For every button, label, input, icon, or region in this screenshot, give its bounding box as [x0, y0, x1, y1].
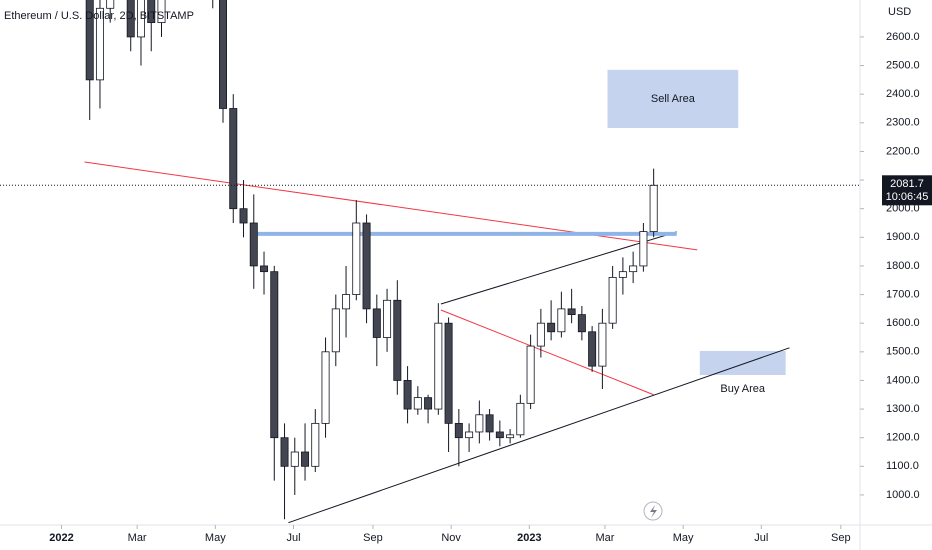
x-tick-label: Nov [441, 532, 461, 544]
candle-body [260, 265, 269, 273]
zone-label: Buy Area [720, 383, 766, 395]
candle-body [301, 451, 310, 467]
y-tick-label: 1900.0 [886, 231, 920, 243]
candle-body [85, 0, 94, 81]
candle-body [495, 431, 504, 439]
y-tick-label: 1200.0 [886, 432, 920, 444]
candle-body [106, 0, 115, 9]
candle-body [639, 231, 648, 267]
candle-body [475, 414, 484, 433]
x-tick-label: 2023 [517, 532, 541, 544]
chart-title: Ethereum / U.S. Dollar, 2D, BITSTAMP [4, 10, 194, 22]
x-tick-label: Jul [754, 532, 768, 544]
x-tick-label: May [673, 532, 694, 544]
candle-body [219, 0, 227, 109]
x-tick-label: Mar [595, 532, 614, 544]
zone [607, 69, 739, 128]
candle-body [280, 437, 289, 467]
y-tick-label: 1000.0 [886, 489, 920, 501]
candle-body [588, 331, 597, 367]
y-tick-label: 2300.0 [886, 117, 920, 129]
candle-body [536, 322, 545, 347]
zone [699, 350, 786, 375]
candle-body [516, 402, 525, 436]
candle-body [618, 271, 627, 278]
candle-body [393, 299, 402, 381]
y-tick-label: 1800.0 [886, 260, 920, 272]
candle-body [321, 351, 330, 424]
y-axis-label: USD [888, 6, 911, 18]
x-tick-label: May [205, 532, 226, 544]
candle-body [557, 308, 566, 333]
candle-body [608, 276, 617, 324]
trend-line [440, 309, 654, 396]
y-tick-label: 1100.0 [886, 460, 919, 472]
y-tick-label: 2000.0 [886, 203, 920, 215]
candle-body [126, 0, 135, 38]
y-tick-label: 1300.0 [886, 403, 920, 415]
candle-body [547, 322, 556, 333]
candle-body [383, 299, 392, 338]
x-tick-label: Jul [286, 532, 300, 544]
candle-body [229, 108, 238, 210]
candle-body [239, 208, 248, 224]
events-bolt [650, 505, 657, 518]
y-tick-label: 1400.0 [886, 374, 920, 386]
candle-body [342, 294, 351, 310]
candle-body [95, 7, 104, 81]
candle-body [157, 0, 166, 24]
candle-body [598, 322, 607, 367]
candle-body [485, 414, 494, 433]
last-price-label: 2081.7 [890, 178, 924, 190]
zone-label: Sell Area [651, 93, 696, 105]
candle-body [311, 422, 320, 467]
candle-body [567, 308, 576, 315]
candle-body [577, 314, 586, 333]
candle-body [506, 434, 515, 439]
last-price-box [882, 175, 932, 206]
y-tick-label: 2500.0 [886, 59, 920, 71]
x-tick-label: Mar [128, 532, 147, 544]
y-tick-label: 2200.0 [886, 145, 920, 157]
candle-body [290, 451, 299, 467]
candle-body [434, 322, 443, 410]
candle-body [649, 184, 658, 232]
candle-body [465, 431, 474, 439]
y-tick-label: 1700.0 [886, 288, 920, 300]
candle-body [270, 271, 279, 439]
candle-body [444, 322, 453, 424]
candle-body [147, 0, 156, 24]
candle-body [362, 222, 371, 310]
trend-line [440, 231, 677, 305]
y-tick-label: 2400.0 [886, 88, 920, 100]
y-tick-label: 1500.0 [886, 346, 920, 358]
candle-body [372, 308, 381, 338]
trend-line [288, 347, 790, 524]
countdown: 10:06:45 [886, 191, 929, 203]
x-tick-label: Sep [831, 532, 851, 544]
candle-body [413, 397, 422, 410]
candle-body [526, 345, 535, 404]
candle-body [424, 397, 433, 410]
x-tick-label: 2022 [49, 532, 73, 544]
candle-body [249, 222, 258, 267]
y-tick-label: 1600.0 [886, 317, 920, 329]
candle-body [454, 422, 463, 439]
plot-area: Sell Area Buy Area [84, 0, 790, 524]
candle-body [629, 265, 638, 273]
candle-body [352, 222, 361, 295]
candle-body [331, 308, 340, 353]
candle-body [403, 380, 412, 410]
y-tick-label: 2600.0 [886, 31, 920, 43]
candle-body [136, 0, 145, 38]
x-tick-label: Sep [363, 532, 383, 544]
